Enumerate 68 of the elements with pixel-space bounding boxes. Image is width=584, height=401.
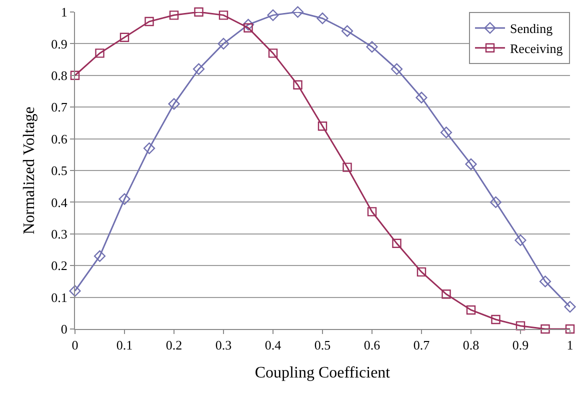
point <box>292 6 304 18</box>
y-tick-label: 0.1 <box>51 290 68 305</box>
x-tick-label: 0.3 <box>215 338 232 353</box>
point <box>442 290 451 299</box>
point <box>392 238 402 248</box>
point <box>218 38 230 50</box>
point <box>168 98 180 110</box>
point <box>440 126 452 138</box>
point <box>267 9 279 21</box>
point <box>192 63 205 75</box>
point <box>95 48 104 58</box>
y-tick-label: 0.3 <box>51 226 68 242</box>
point <box>466 305 476 315</box>
y-tick-label: 0.5 <box>51 163 68 178</box>
point <box>94 250 106 262</box>
point <box>516 321 526 330</box>
point <box>169 10 179 20</box>
y-tick-label: 0.6 <box>51 131 68 146</box>
y-tick-label: 0.4 <box>51 194 68 210</box>
y-axis-title: Normalized Voltage <box>21 106 38 234</box>
point <box>491 314 500 324</box>
point <box>244 23 253 32</box>
y-tick-label: 0.8 <box>51 68 68 83</box>
point <box>316 12 328 24</box>
point <box>144 16 154 26</box>
x-tick-label: 0.9 <box>512 338 529 353</box>
point <box>540 324 550 334</box>
x-tick-label: 0.8 <box>462 338 480 353</box>
point <box>539 276 552 288</box>
point <box>268 48 278 58</box>
x-tick-label: 0.5 <box>314 338 331 353</box>
point <box>293 80 302 90</box>
point <box>194 7 204 17</box>
point <box>120 32 130 42</box>
point <box>242 18 254 30</box>
legend-label: Sending <box>510 21 554 36</box>
point <box>341 25 354 37</box>
point <box>564 301 576 313</box>
y-tick-label: 0.7 <box>51 100 68 115</box>
point <box>342 162 352 172</box>
y-tick-label: 0.9 <box>51 36 68 52</box>
x-tick-label: 0 <box>72 338 78 353</box>
x-tick-label: 0.6 <box>364 338 381 353</box>
point <box>318 122 328 131</box>
point <box>416 92 428 104</box>
y-tick-label: 0.2 <box>51 258 68 274</box>
point <box>514 234 526 246</box>
point <box>390 63 403 75</box>
point <box>490 196 502 208</box>
point <box>118 193 130 205</box>
point <box>69 285 81 297</box>
point <box>465 158 477 170</box>
point <box>218 10 228 20</box>
x-tick-label: 0.4 <box>264 338 282 353</box>
x-tick-label: 1 <box>566 338 574 353</box>
x-tick-label: 0.7 <box>413 338 430 353</box>
x-axis-title: Coupling Coefficient <box>254 364 391 382</box>
point <box>366 41 378 53</box>
legend-label: Receiving <box>510 40 564 56</box>
y-tick-label: 1 <box>60 4 68 20</box>
point <box>367 207 377 216</box>
point <box>70 70 80 80</box>
x-tick-label: 0.2 <box>166 338 182 353</box>
point <box>565 324 575 334</box>
point <box>416 267 426 277</box>
x-tick-label: 0.1 <box>116 338 133 353</box>
y-tick-label: 0 <box>60 322 68 337</box>
point <box>143 142 156 154</box>
